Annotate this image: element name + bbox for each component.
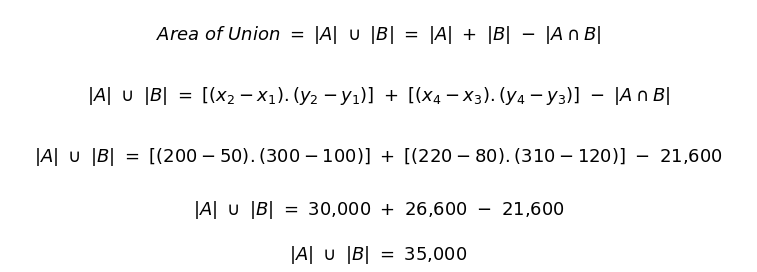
Text: $\mathit{Area\ of\ Union}\ =\ |A|\ \cup\ |B|\ =\ |A|\ +\ |B|\ -\ |A \cap B|$: $\mathit{Area\ of\ Union}\ =\ |A|\ \cup\… [156,24,601,46]
Text: $|A|\ \cup\ |B|\ =\ 35{,}000$: $|A|\ \cup\ |B|\ =\ 35{,}000$ [289,245,468,266]
Text: $|A|\ \cup\ |B|\ =\ [(x_2 - x_1).(y_2 - y_1)]\ +\ [(x_4 - x_3).(y_4 - y_3)]\ -\ : $|A|\ \cup\ |B|\ =\ [(x_2 - x_1).(y_2 - … [87,85,670,107]
Text: $|A|\ \cup\ |B|\ =\ [(200 - 50).(300 - 100)]\ +\ [(220 - 80).(310 - 120)]\ -\ 21: $|A|\ \cup\ |B|\ =\ [(200 - 50).(300 - 1… [34,146,723,168]
Text: $|A|\ \cup\ |B|\ =\ 30{,}000\ +\ 26{,}600\ -\ 21{,}600$: $|A|\ \cup\ |B|\ =\ 30{,}000\ +\ 26{,}60… [192,199,565,221]
